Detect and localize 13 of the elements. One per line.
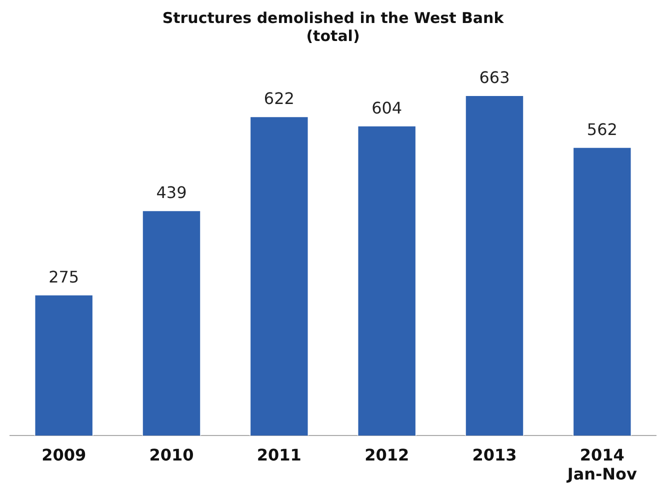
data-label: 439: [156, 183, 187, 202]
x-tick-label: 2014 Jan-Nov: [566, 445, 638, 484]
data-label: 562: [586, 120, 618, 140]
x-tick-label: 2009: [42, 445, 86, 464]
data-label: 275: [48, 267, 80, 286]
x-tick-label: 2013: [472, 445, 517, 464]
x-tick-label: 2012: [364, 445, 410, 464]
data-label: 622: [264, 89, 294, 108]
chart-title: Structures demolished in the West Bank (total): [162, 8, 505, 45]
x-tick-label: 2011: [256, 445, 302, 464]
data-label: 604: [372, 98, 402, 118]
x-tick-label: 2010: [149, 445, 194, 464]
data-label: 663: [479, 68, 510, 88]
